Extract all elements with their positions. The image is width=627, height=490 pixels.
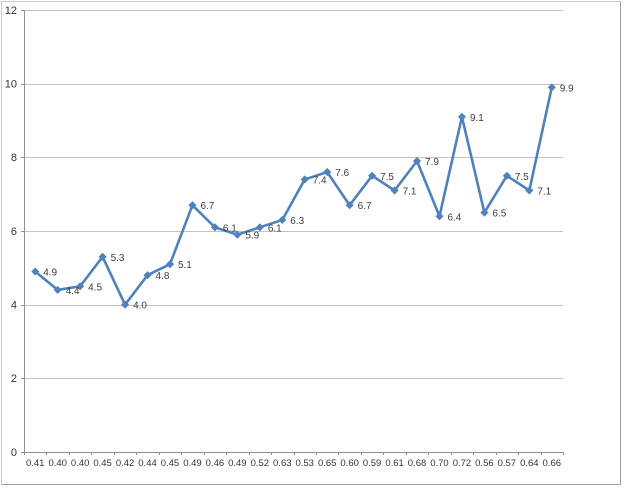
- data-point-label: 7.5: [380, 172, 394, 183]
- data-point-label: 7.5: [515, 172, 529, 183]
- x-tick-label: 0.46: [206, 458, 225, 469]
- data-point-marker: [165, 259, 175, 269]
- y-tick-label: 0: [11, 447, 17, 459]
- x-tick-label: 0.42: [116, 458, 135, 469]
- data-point-marker: [345, 201, 354, 210]
- data-point-marker: [435, 212, 444, 221]
- data-point-marker: [502, 171, 512, 180]
- x-tick-label: 0.56: [475, 458, 494, 469]
- x-tick-label: 0.59: [363, 458, 382, 469]
- y-tick-label: 12: [5, 5, 17, 17]
- x-tick-label: 0.49: [183, 458, 202, 469]
- x-tick-label: 0.70: [430, 458, 449, 469]
- data-point-label: 6.7: [200, 201, 214, 212]
- data-point-marker: [120, 300, 130, 309]
- data-point-label: 9.9: [560, 83, 574, 94]
- data-point-label: 7.1: [537, 186, 551, 197]
- data-point-label: 6.1: [268, 223, 282, 234]
- series-line: [33, 86, 554, 306]
- x-tick-label: 0.66: [543, 458, 562, 469]
- data-point-label: 4.5: [88, 282, 102, 293]
- x-tick-label: 0.61: [385, 458, 404, 469]
- y-tick-label: 4: [11, 299, 17, 311]
- data-point-marker: [525, 186, 534, 195]
- data-point-marker: [233, 230, 242, 239]
- data-point-label: 4.9: [43, 268, 57, 279]
- data-point-marker: [210, 223, 220, 232]
- data-point-marker: [31, 267, 40, 276]
- data-point-marker: [480, 208, 489, 217]
- data-point-label: 4.4: [66, 286, 80, 297]
- x-tick-label: 0.40: [71, 458, 90, 469]
- data-point-label: 6.7: [358, 201, 372, 212]
- data-point-label: 6.1: [223, 223, 237, 234]
- x-tick-label: 0.57: [498, 458, 517, 469]
- data-point-marker: [278, 215, 287, 225]
- data-point-label: 7.9: [425, 157, 439, 168]
- x-tick-label: 0.68: [408, 458, 427, 469]
- data-point-label: 6.4: [447, 212, 461, 223]
- data-point-label: 6.5: [492, 209, 506, 220]
- data-point-marker: [457, 112, 467, 121]
- data-point-marker: [53, 285, 62, 295]
- x-tick-label: 0.52: [251, 458, 270, 469]
- data-point-label: 9.1: [470, 113, 484, 124]
- y-tick-label: 10: [5, 78, 17, 90]
- data-point-label: 7.1: [403, 186, 417, 197]
- x-tick-label: 0.72: [453, 458, 472, 469]
- data-point-marker: [255, 223, 264, 232]
- x-tick-label: 0.63: [273, 458, 292, 469]
- data-point-label: 5.3: [111, 253, 125, 264]
- data-point-marker: [143, 271, 152, 280]
- data-point-marker: [547, 83, 556, 92]
- y-tick-label: 6: [11, 226, 17, 238]
- data-point-marker: [300, 175, 309, 184]
- data-point-marker: [412, 156, 422, 166]
- data-point-label: 7.6: [335, 168, 349, 179]
- x-tick-label: 0.40: [48, 458, 67, 469]
- data-point-marker: [98, 252, 107, 261]
- data-point-label: 6.3: [290, 216, 304, 227]
- data-point-marker: [188, 201, 197, 210]
- x-tick-label: 0.53: [295, 458, 314, 469]
- data-point-label: 5.9: [245, 231, 259, 242]
- y-tick-label: 8: [11, 152, 17, 164]
- x-tick-label: 0.49: [228, 458, 247, 469]
- x-tick-label: 0.44: [138, 458, 157, 469]
- x-tick-label: 0.60: [340, 458, 359, 469]
- data-point-marker: [75, 282, 85, 291]
- x-tick-label: 0.65: [318, 458, 337, 469]
- y-tick-label: 2: [11, 373, 17, 385]
- data-point-label: 4.8: [156, 271, 170, 282]
- data-point-label: 4.0: [133, 301, 147, 312]
- x-tick-label: 0.64: [520, 458, 539, 469]
- data-point-marker: [390, 186, 399, 195]
- data-point-marker: [323, 167, 332, 177]
- x-tick-label: 0.41: [26, 458, 45, 469]
- x-tick-label: 0.45: [161, 458, 180, 469]
- data-point-marker: [367, 171, 377, 180]
- x-tick-label: 0.45: [93, 458, 112, 469]
- data-point-label: 7.4: [313, 175, 327, 186]
- data-point-label: 5.1: [178, 260, 192, 271]
